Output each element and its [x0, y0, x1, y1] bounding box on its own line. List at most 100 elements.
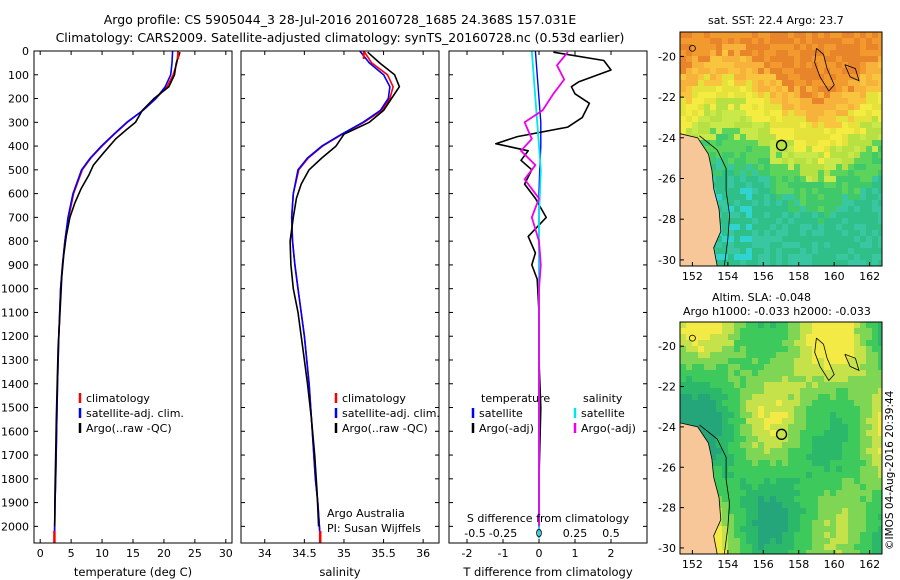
sst-map-pixel	[740, 128, 747, 135]
sla-map-pixel	[728, 418, 735, 425]
sla-map-pixel	[878, 376, 882, 383]
sst-map-pixel	[800, 164, 807, 171]
sla-map-pixel	[698, 334, 705, 341]
sst-map-pixel	[788, 206, 795, 213]
sst-map-pixel	[746, 224, 753, 231]
sst-map-pixel	[830, 254, 837, 261]
sst-map-pixel	[824, 218, 831, 225]
sla-map-pixel	[788, 460, 795, 467]
sst-map-pixel	[794, 110, 801, 117]
sla-map-pixel	[872, 394, 879, 401]
sla-map-pixel	[728, 484, 735, 491]
sst-map-pixel	[818, 230, 825, 237]
sst-map-pixel	[878, 50, 882, 57]
sst-map-pixel	[812, 104, 819, 111]
sla-map-pixel	[818, 532, 825, 539]
sst-map-pixel	[878, 92, 882, 99]
sst-map-argo-marker[interactable]	[775, 139, 788, 151]
sst-map-pixel	[830, 92, 837, 99]
sst-map-pixel	[776, 152, 783, 159]
sst-map-pixel	[782, 182, 789, 189]
sst-map-pixel	[764, 32, 771, 39]
sla-map-pixel	[764, 544, 771, 551]
sst-map-pixel	[746, 116, 753, 123]
sla-map-pixel	[854, 496, 861, 503]
sla-map-pixel	[728, 550, 735, 554]
sst-map-pixel	[866, 44, 873, 51]
sst-map-pixel	[770, 116, 777, 123]
sla-map-argo-marker[interactable]	[775, 428, 788, 440]
sla-map-pixel	[722, 406, 729, 413]
sla-map-pixel	[818, 526, 825, 533]
sst-map-pixel	[830, 158, 837, 165]
sst-map-pixel	[728, 182, 735, 189]
sst-map-pixel	[692, 32, 699, 39]
sst-map-pixel	[710, 74, 717, 81]
sla-map-pixel	[848, 436, 855, 443]
sla-map-pixel	[794, 340, 801, 347]
sst-map-pixel	[740, 188, 747, 195]
sst-map-pixel	[734, 194, 741, 201]
sst-map-pixel	[704, 140, 711, 147]
sla-map-pixel	[842, 460, 849, 467]
sst-map-pixel	[770, 194, 777, 201]
sla-map-pixel	[752, 496, 759, 503]
sst-map-pixel	[842, 188, 849, 195]
sla-map-pixel	[776, 490, 783, 497]
sla-map-pixel	[854, 520, 861, 527]
sst-map-pixel	[836, 164, 843, 171]
sla-map-pixel	[764, 526, 771, 533]
sst-map-pixel	[866, 98, 873, 105]
sst-map-pixel	[818, 224, 825, 231]
sst-map-pixel	[764, 212, 771, 219]
sst-map-pixel	[806, 158, 813, 165]
sst-map-pixel	[878, 86, 882, 93]
sla-map-pixel	[842, 448, 849, 455]
sla-map-pixel	[866, 538, 873, 545]
sst-map-pixel	[836, 44, 843, 51]
sst-map-pixel	[842, 116, 849, 123]
sla-map-pixel	[758, 454, 765, 461]
sla-map-pixel	[776, 532, 783, 539]
sst-map-pixel	[812, 212, 819, 219]
sst-map-pixel	[794, 128, 801, 135]
sla-map-pixel	[692, 358, 699, 365]
sla-map-pixel	[764, 478, 771, 485]
sst-map-pixel	[830, 146, 837, 153]
sst-map-pixel	[848, 44, 855, 51]
sla-map-pixel	[740, 442, 747, 449]
sst-map-pixel	[830, 152, 837, 159]
sst-map-pixel	[740, 86, 747, 93]
sst-map-pixel	[776, 44, 783, 51]
sla-map-pixel	[740, 538, 747, 545]
sla-map-pixel	[686, 322, 693, 329]
sla-map-pixel	[782, 526, 789, 533]
sst-map-pixel	[722, 212, 729, 219]
sla-map-pixel	[710, 394, 717, 401]
sst-map-pixel	[776, 230, 783, 237]
sst-map-pixel	[740, 80, 747, 87]
temperature-xtick-label: 10	[95, 547, 109, 560]
sla-map-pixel	[848, 460, 855, 467]
sla-map-pixel	[812, 328, 819, 335]
sla-map-pixel	[830, 526, 837, 533]
sst-map-pixel	[800, 212, 807, 219]
sst-map-pixel	[758, 176, 765, 183]
sst-map-pixel	[806, 236, 813, 243]
sla-map-pixel	[812, 550, 819, 554]
sla-map-pixel	[734, 484, 741, 491]
sla-map-pixel	[842, 544, 849, 551]
sla-map-pixel	[872, 358, 879, 365]
sst-map-pixel	[806, 104, 813, 111]
sla-map-pixel	[740, 376, 747, 383]
sla-map-pixel	[710, 382, 717, 389]
sst-map-pixel	[728, 236, 735, 243]
sla-map-pixel	[836, 514, 843, 521]
sst-map-pixel	[710, 176, 717, 183]
sla-map-pixel	[740, 490, 747, 497]
sla-map-pixel	[878, 388, 882, 395]
temperature-ytick-label: 200	[8, 93, 29, 106]
sst-map-pixel	[800, 56, 807, 63]
sst-map-pixel	[740, 92, 747, 99]
sla-map-pixel	[866, 496, 873, 503]
